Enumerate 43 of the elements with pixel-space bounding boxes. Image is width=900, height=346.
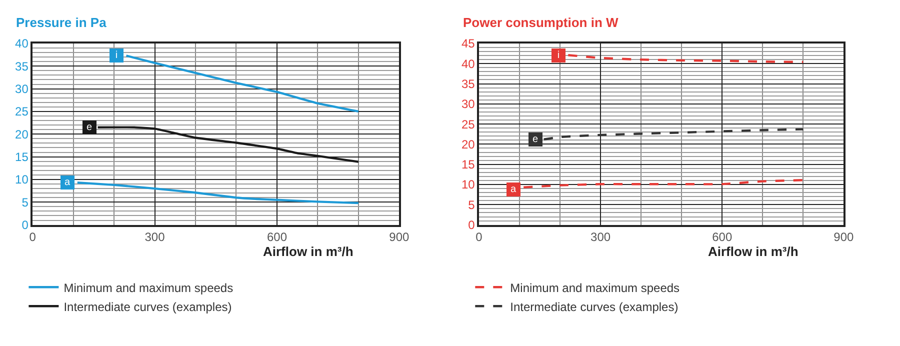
y-tick-label: 20 xyxy=(15,127,29,142)
y-tick-label: 15 xyxy=(462,158,476,172)
annotation: i xyxy=(115,50,118,61)
annotation: e xyxy=(86,122,92,133)
y-tick-label: 10 xyxy=(462,178,476,192)
annotation: a xyxy=(64,177,70,188)
y-tick-label: 10 xyxy=(15,172,29,187)
x-tick-label: 300 xyxy=(144,230,166,244)
annotation: e xyxy=(532,134,538,145)
y-tick-label: 30 xyxy=(15,82,29,96)
annotation: a xyxy=(510,184,516,195)
x-tick-label: 900 xyxy=(834,230,854,244)
y-tick-label: 25 xyxy=(15,104,29,119)
chart-title: Pressure in Pa xyxy=(16,15,108,30)
line-series xyxy=(125,54,360,113)
x-tick-label: 300 xyxy=(590,230,611,244)
y-tick-label: 15 xyxy=(15,150,29,164)
y-tick-label: 0 xyxy=(468,218,476,232)
line-series xyxy=(522,178,804,188)
x-tick-label: 600 xyxy=(712,230,732,244)
y-tick-label: 5 xyxy=(22,195,29,210)
y-tick-label: 30 xyxy=(462,97,476,112)
legend-label: Intermediate curves (examples) xyxy=(64,300,232,314)
x-tick-label: 600 xyxy=(266,230,288,244)
y-tick-label: 35 xyxy=(462,76,476,91)
y-tick-label: 20 xyxy=(462,137,476,152)
y-tick-label: 35 xyxy=(15,59,29,74)
chart-title: Power consumption in W xyxy=(463,15,620,30)
y-tick-label: 45 xyxy=(462,36,476,51)
x-tick-label: 900 xyxy=(389,230,410,244)
x-axis-title: Airflow in m³/h xyxy=(263,244,354,259)
legend-label: Intermediate curves (examples) xyxy=(510,300,678,314)
y-tick-label: 40 xyxy=(15,36,29,51)
line-series xyxy=(567,54,804,64)
line-series xyxy=(76,182,360,204)
y-tick-label: 5 xyxy=(468,198,476,212)
y-tick-label: 0 xyxy=(22,218,29,232)
legend-label: Minimum and maximum speeds xyxy=(64,280,234,295)
legend-label: Minimum and maximum speeds xyxy=(510,280,680,295)
y-tick-label: 40 xyxy=(462,56,476,71)
y-tick-label: 25 xyxy=(462,117,476,132)
x-axis-title: Airflow in m³/h xyxy=(708,244,798,259)
annotation: i xyxy=(557,50,560,61)
